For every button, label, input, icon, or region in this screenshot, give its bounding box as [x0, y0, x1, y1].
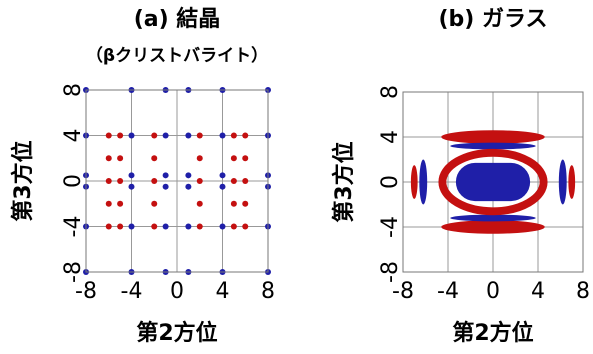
point: [105, 155, 112, 162]
point: [196, 200, 203, 207]
point: [230, 223, 237, 230]
point: [230, 178, 237, 184]
point: [151, 155, 158, 162]
x-tick-label: 4: [216, 279, 230, 304]
x-tick-label: 0: [170, 279, 184, 304]
red-ring: [438, 148, 548, 216]
point: [117, 200, 124, 207]
point: [242, 132, 249, 139]
point: [162, 183, 169, 190]
point: [185, 223, 192, 230]
point: [230, 155, 237, 162]
point: [105, 223, 112, 230]
y-tick-label: 4: [61, 129, 86, 143]
point: [230, 132, 237, 139]
point: [196, 223, 203, 230]
point: [117, 132, 124, 139]
y-tick-label: 0: [61, 174, 86, 188]
point: [151, 178, 158, 184]
blue-arc: [419, 159, 428, 205]
point: [117, 223, 124, 230]
point: [117, 178, 124, 184]
point: [151, 223, 158, 230]
point: [196, 132, 203, 139]
point: [242, 200, 249, 207]
point: [185, 183, 192, 190]
y-tick-label: -4: [378, 216, 403, 238]
point: [105, 178, 112, 184]
red-arc: [410, 165, 418, 199]
point: [219, 183, 226, 190]
point: [162, 172, 169, 179]
y-tick-label: 8: [378, 85, 403, 99]
point: [128, 132, 135, 139]
x-tick-label: -4: [121, 279, 143, 304]
point: [242, 155, 249, 162]
x-tick-label: -8: [392, 279, 414, 304]
red-band: [441, 130, 545, 144]
point: [105, 200, 112, 207]
point: [117, 155, 124, 162]
y-axis-label: 第3方位: [10, 140, 36, 221]
point: [128, 223, 135, 230]
y-tick-label: 8: [61, 83, 86, 97]
blue-band: [450, 142, 536, 150]
red-arc: [568, 165, 576, 199]
x-axis-label: 第2方位: [452, 320, 533, 346]
x-tick-label: -8: [75, 279, 97, 304]
blue-arc: [558, 159, 567, 205]
x-axis-label: 第2方位: [136, 320, 217, 346]
red-band: [441, 220, 545, 234]
y-tick-label: -8: [61, 261, 86, 283]
x-tick-label: 4: [531, 279, 545, 304]
point: [128, 172, 135, 179]
point: [219, 172, 226, 179]
point: [105, 132, 112, 139]
point: [162, 132, 169, 139]
point: [219, 223, 226, 230]
point: [151, 200, 158, 207]
y-tick-label: -8: [378, 261, 403, 283]
point: [196, 178, 203, 184]
point: [162, 223, 169, 230]
blue-band: [450, 214, 536, 222]
y-tick-label: 0: [378, 175, 403, 189]
point: [185, 172, 192, 179]
y-axis-label: 第3方位: [331, 141, 357, 222]
point: [219, 132, 226, 139]
point: [128, 183, 135, 190]
x-tick-label: -4: [437, 279, 459, 304]
chart-title: (a) 結晶: [134, 6, 221, 32]
blue-core: [455, 162, 531, 202]
density-shapes: [410, 130, 576, 234]
point: [196, 155, 203, 162]
chart-subtitle: （βクリストバライト）: [86, 45, 268, 66]
plot-frame: [85, 89, 269, 273]
point: [151, 132, 158, 139]
x-tick-label: 8: [576, 279, 590, 304]
point: [242, 178, 249, 184]
point: [242, 223, 249, 230]
x-tick-label: 8: [261, 279, 275, 304]
plot-frame: [402, 91, 584, 273]
y-tick-label: 4: [378, 130, 403, 144]
x-tick-label: 0: [486, 279, 500, 304]
y-tick-label: -4: [61, 216, 86, 238]
point: [230, 200, 237, 207]
chart-title: (b) ガラス: [438, 7, 547, 32]
point: [185, 132, 192, 139]
